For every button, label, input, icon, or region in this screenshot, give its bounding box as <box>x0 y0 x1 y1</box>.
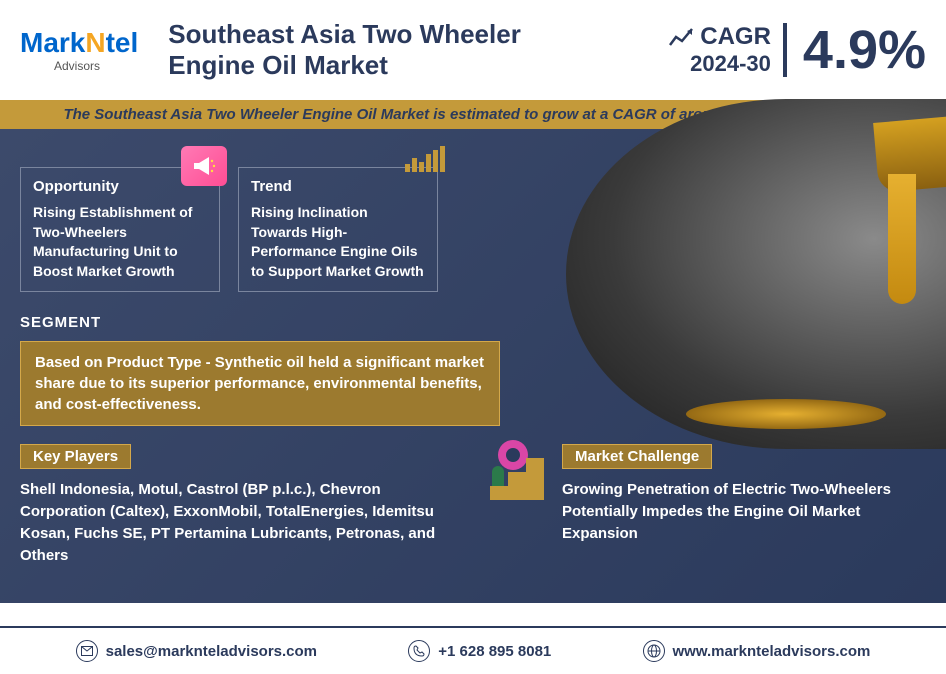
market-challenge-block: Market Challenge Growing Penetration of … <box>490 444 926 544</box>
logo-text: MarkNtel <box>20 27 138 59</box>
header: MarkNtel Advisors Southeast Asia Two Whe… <box>0 0 946 100</box>
footer: sales@marknteladvisors.com +1 628 895 80… <box>0 626 946 674</box>
brand-logo: MarkNtel Advisors <box>20 27 138 73</box>
market-challenge-text: Growing Penetration of Electric Two-Whee… <box>562 479 926 544</box>
phone-icon <box>408 640 430 662</box>
title-line1: Southeast Asia Two Wheeler <box>168 19 521 50</box>
opportunity-text: Rising Establishment of Two-Wheelers Man… <box>33 203 207 281</box>
mini-bar <box>440 146 445 172</box>
footer-phone-text: +1 628 895 8081 <box>438 643 551 660</box>
footer-web[interactable]: www.marknteladvisors.com <box>643 640 871 662</box>
cagr-years: 2024-30 <box>668 51 771 77</box>
logo-subtitle: Advisors <box>54 59 100 73</box>
logo-part3: tel <box>106 27 139 58</box>
footer-phone[interactable]: +1 628 895 8081 <box>408 640 551 662</box>
globe-icon <box>643 640 665 662</box>
key-players-block: Key Players Shell Indonesia, Motul, Cast… <box>20 444 460 566</box>
opportunity-box: Opportunity Rising Establishment of Two-… <box>20 167 220 292</box>
bottom-row: Key Players Shell Indonesia, Motul, Cast… <box>20 444 926 566</box>
cagr-block: CAGR 2024-30 4.9% <box>668 19 926 81</box>
mini-bar <box>426 154 431 172</box>
trend-text: Rising Inclination Towards High-Performa… <box>251 203 425 281</box>
hero-image <box>566 99 946 449</box>
oil-pour-graphic <box>826 119 946 299</box>
logo-part1: Mark <box>20 27 85 58</box>
megaphone-icon <box>181 146 227 186</box>
key-players-text: Shell Indonesia, Motul, Castrol (BP p.l.… <box>20 479 460 566</box>
footer-email[interactable]: sales@marknteladvisors.com <box>76 640 317 662</box>
logo-part2: N <box>85 27 105 58</box>
challenge-icon <box>490 444 550 500</box>
cagr-labels: CAGR 2024-30 <box>668 23 787 77</box>
page-title: Southeast Asia Two Wheeler Engine Oil Ma… <box>168 19 521 81</box>
trend-title: Trend <box>251 178 425 195</box>
trend-box: Trend Rising Inclination Towards High-Pe… <box>238 167 438 292</box>
segment-box: Based on Product Type - Synthetic oil he… <box>20 341 500 426</box>
footer-email-text: sales@marknteladvisors.com <box>106 643 317 660</box>
mini-bar <box>433 150 438 172</box>
growth-icon <box>668 27 694 47</box>
mini-bar <box>405 164 410 172</box>
cagr-percentage: 4.9% <box>795 19 926 81</box>
key-players-title: Key Players <box>20 444 131 469</box>
main-content: Opportunity Rising Establishment of Two-… <box>0 129 946 603</box>
market-challenge-title: Market Challenge <box>562 444 712 469</box>
cagr-label: CAGR <box>700 23 771 51</box>
mini-chart-icon <box>405 146 445 172</box>
mini-bar <box>412 158 417 172</box>
email-icon <box>76 640 98 662</box>
title-line2: Engine Oil Market <box>168 50 521 81</box>
mini-bar <box>419 162 424 172</box>
footer-web-text: www.marknteladvisors.com <box>673 643 871 660</box>
